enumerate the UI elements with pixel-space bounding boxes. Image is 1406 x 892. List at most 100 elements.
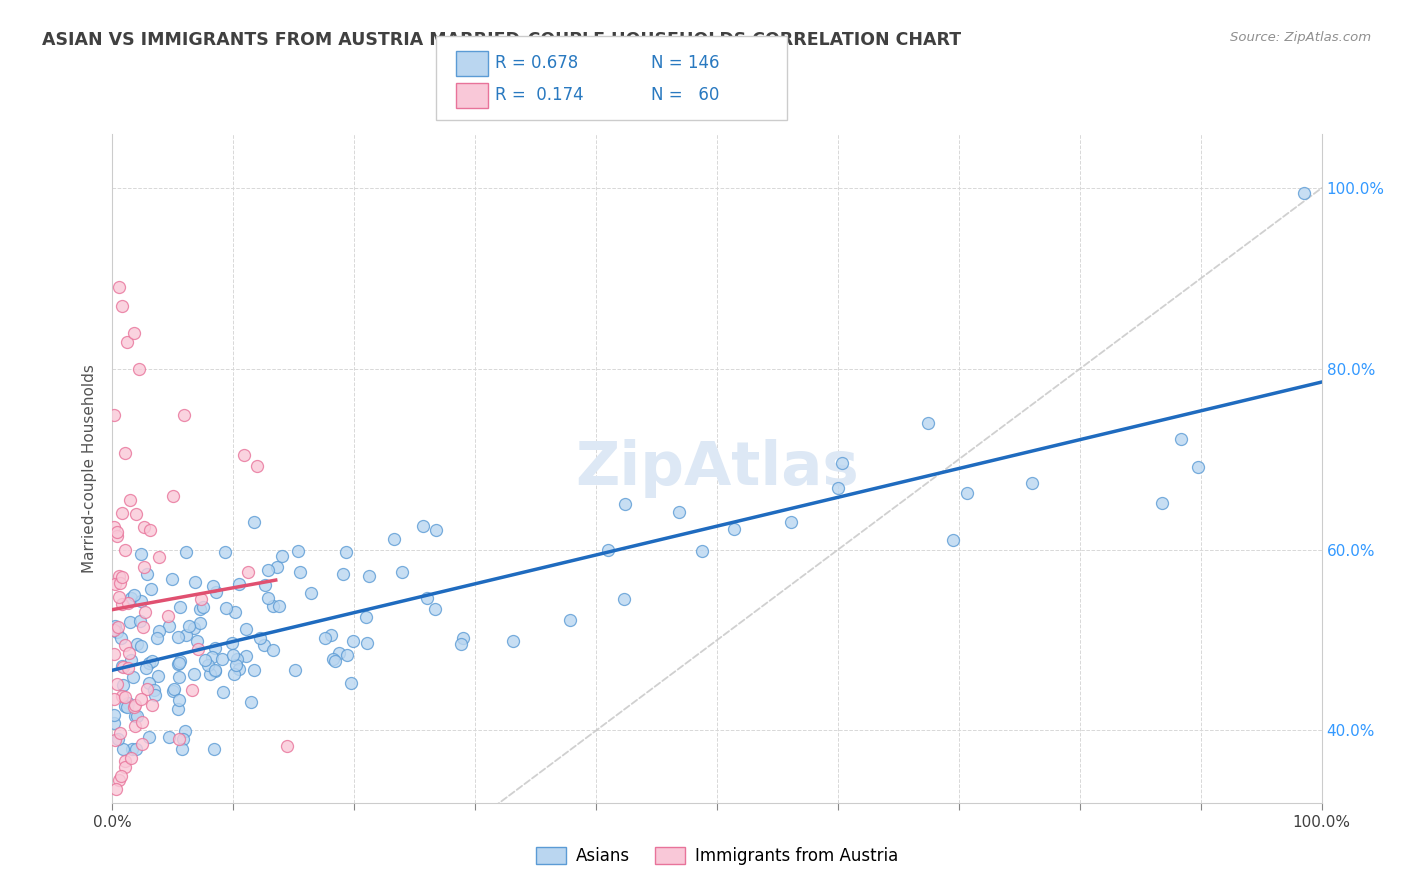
Point (121, 670, 143, 684)
Point (221, 636, 243, 650)
Point (120, 653, 142, 667)
Point (105, 529, 128, 543)
Point (108, 569, 131, 583)
Point (114, 690, 136, 704)
Point (335, 545, 357, 559)
Point (225, 651, 247, 665)
Point (270, 549, 292, 563)
Point (131, 714, 153, 729)
Point (103, 408, 125, 422)
Point (356, 636, 378, 650)
Point (135, 661, 157, 675)
Point (169, 670, 191, 684)
Point (262, 642, 284, 657)
Point (107, 590, 129, 604)
Point (107, 280, 129, 294)
Point (138, 656, 160, 670)
Point (129, 593, 152, 607)
Point (613, 591, 636, 606)
Point (1170, 432, 1192, 446)
Point (262, 599, 284, 614)
Point (240, 695, 263, 709)
Point (276, 739, 298, 753)
Point (139, 524, 162, 538)
Point (193, 600, 215, 615)
Point (451, 631, 474, 645)
Point (166, 702, 188, 716)
Point (110, 769, 132, 783)
Point (425, 601, 447, 615)
Point (172, 731, 194, 746)
Point (202, 580, 225, 594)
Point (103, 707, 125, 722)
Point (117, 696, 139, 710)
Point (131, 737, 153, 751)
Point (111, 660, 134, 674)
Point (114, 542, 136, 557)
Point (222, 666, 245, 681)
Point (111, 659, 134, 673)
Point (111, 506, 134, 520)
Point (114, 446, 136, 460)
Point (342, 634, 364, 648)
Point (127, 708, 149, 723)
Point (204, 585, 226, 599)
Point (332, 567, 354, 582)
Point (956, 486, 979, 500)
Point (723, 522, 745, 536)
Point (382, 533, 405, 547)
Point (831, 456, 853, 470)
Point (122, 589, 145, 603)
Point (111, 570, 134, 584)
Point (103, 520, 125, 534)
Point (558, 613, 581, 627)
Point (690, 544, 713, 558)
Point (112, 741, 135, 756)
Point (117, 700, 139, 714)
Point (169, 654, 191, 668)
Point (214, 601, 236, 615)
Point (117, 596, 139, 610)
Point (114, 754, 136, 768)
Point (174, 545, 197, 559)
Point (111, 299, 134, 313)
Point (148, 669, 170, 683)
Text: Source: ZipAtlas.com: Source: ZipAtlas.com (1230, 31, 1371, 45)
Point (340, 676, 363, 690)
Point (173, 408, 195, 422)
Point (114, 638, 136, 652)
Point (354, 610, 377, 624)
Point (1187, 460, 1209, 475)
Point (131, 547, 153, 561)
Point (166, 630, 188, 644)
Point (129, 639, 152, 653)
Point (104, 619, 127, 633)
Point (186, 633, 208, 648)
Point (179, 618, 201, 632)
Point (827, 481, 849, 495)
Point (107, 732, 129, 747)
Text: R =  0.174: R = 0.174 (495, 87, 583, 104)
Point (391, 565, 413, 579)
Point (1152, 496, 1174, 510)
Point (107, 620, 129, 634)
Point (157, 618, 180, 632)
Point (204, 641, 226, 656)
Point (103, 647, 125, 661)
Point (169, 599, 191, 614)
Point (148, 624, 170, 639)
Point (167, 731, 190, 746)
Point (416, 591, 439, 605)
Text: ASIAN VS IMMIGRANTS FROM AUSTRIA MARRIED-COUPLE HOUSEHOLDS CORRELATION CHART: ASIAN VS IMMIGRANTS FROM AUSTRIA MARRIED… (42, 31, 962, 49)
Point (104, 576, 127, 591)
Point (197, 657, 219, 672)
Point (249, 632, 271, 646)
Point (228, 577, 250, 591)
Point (359, 568, 381, 582)
Point (174, 628, 197, 642)
Point (613, 497, 636, 511)
Point (120, 615, 142, 629)
Text: ZipAtlas: ZipAtlas (575, 439, 859, 498)
Point (172, 741, 194, 756)
Point (104, 621, 127, 635)
